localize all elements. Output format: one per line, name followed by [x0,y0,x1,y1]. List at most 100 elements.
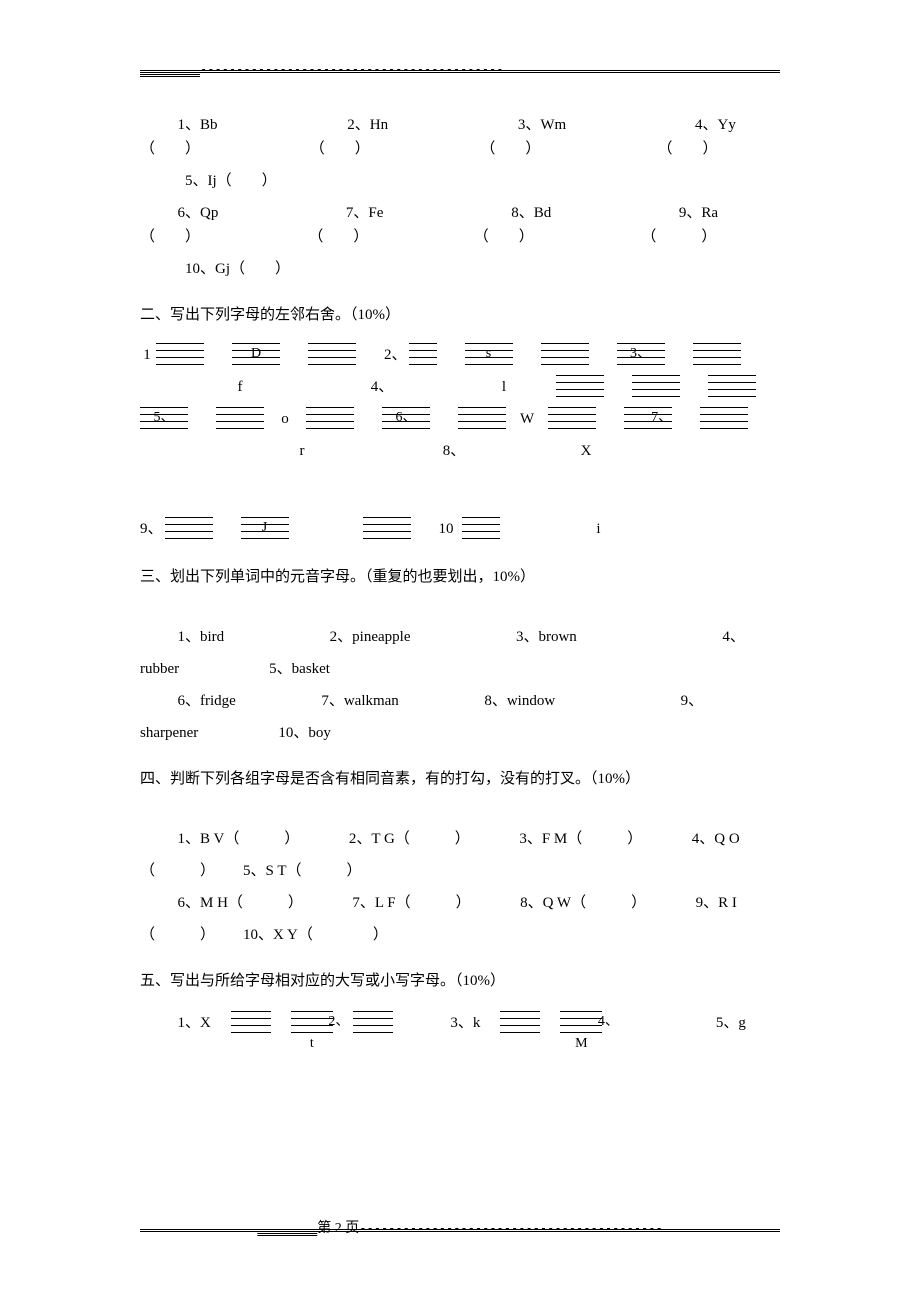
blank-box [156,343,204,367]
letter-box-J: J [241,517,289,541]
s3-w5: 5、basket [269,657,330,681]
s4-i6: 6、M H（ ） [140,891,303,915]
s4-i10: 10、X Y（ ） [243,923,388,947]
num-3: 3、 [617,343,665,365]
blank-box [556,375,604,399]
s1-i2: 2、Hn（ ） [310,113,433,161]
s4-i9b: （ ） [140,923,215,947]
blank-box [708,375,756,399]
num-8: 8、 [430,439,478,463]
s4-row1b: （ ） 5、S T（ ） [140,859,780,883]
s3-row1b: rubber 5、basket [140,657,780,681]
letter-box-6: 6、 [382,407,430,431]
neighbor-grid: 1 D 2、 s 3、 f 4、 l 5、 o [140,341,780,543]
blank-box [308,343,356,367]
s3-w4: 4、 [685,625,745,649]
num-5: 5、 [140,407,188,429]
num-7: 7、 [624,407,672,429]
blank-box: 7、 [624,407,672,431]
s4-i1: 1、B V（ ） [140,827,299,851]
num-4: 4、 [368,375,396,399]
s3-w9: 9、 [643,689,703,713]
letter-box-3: 3、 [617,343,665,367]
s3-w4b: rubber [140,657,179,681]
s3-w6: 6、fridge [140,689,236,713]
letter-f: f [216,375,264,399]
s3-w1: 1、bird [140,625,224,649]
blank-box [231,1011,271,1035]
s4-i9: 9、R I [658,891,737,915]
s5-row: 1、X 2、t 3、k 4、M 5、g [140,1011,780,1035]
s1-i6: 6、Qp（ ） [140,201,266,249]
letter-box-s: s [465,343,513,367]
blank-box [541,343,589,367]
page-number: 第 2 页 [317,1221,359,1236]
s3-w2: 2、pineapple [292,625,410,649]
blank-box [548,407,596,431]
s1-i1: 1、Bb（ ） [140,113,262,161]
s3-w8: 8、window [447,689,555,713]
letter-X: X [562,439,610,463]
s1-i4: 4、Yy（ ） [657,113,780,161]
blank-box [632,375,680,399]
letter-W: W [520,407,534,431]
blank-box [458,407,506,431]
s1-i9: 9、Ra（ ） [641,201,780,249]
s4-row2b: （ ） 10、X Y（ ） [140,923,780,947]
s4-i4b: （ ） [140,859,215,883]
letter-o: o [278,407,292,431]
footer-text: 第 2 页-----------------------------------… [140,1217,780,1237]
num-10: 10 [439,517,454,541]
s4-i2: 2、T G（ ） [311,827,469,851]
blank-box [462,517,500,541]
s3-heading: 三、划出下列单词中的元音字母。（重复的也要划出，10%） [140,565,780,589]
s4-i4: 4、Q O [654,827,739,851]
s1-i5: 5、Ij（ ） [185,173,277,189]
num-9: 9、 [140,517,163,541]
s4-heading: 四、判断下列各组字母是否含有相同音素，有的打勾，没有的打叉。（10%） [140,767,780,791]
s1-row2: 6、Qp（ ） 7、Fe（ ） 8、Bd（ ） 9、Ra（ ） [140,201,780,249]
top-rule: ----------------------------------------… [140,70,780,73]
s4-row1: 1、B V（ ） 2、T G（ ） 3、F M（ ） 4、Q O [140,827,780,851]
footer-rule: 第 2 页-----------------------------------… [140,1229,780,1232]
s4-row2: 6、M H（ ） 7、L F（ ） 8、Q W（ ） 9、R I [140,891,780,915]
s4-i7: 7、L F（ ） [315,891,471,915]
s3-row2: 6、fridge 7、walkman 8、window 9、 [140,689,780,713]
blank-box [306,407,354,431]
s1-i8: 8、Bd（ ） [474,201,600,249]
s1-i10: 10、Gj（ ） [185,261,290,277]
letter-box-D: D [232,343,280,367]
s2-heading: 二、写出下列字母的左邻右舍。（10%） [140,303,780,327]
s3-w7: 7、walkman [284,689,399,713]
footer-dashes: ----------------------------------------… [359,1221,662,1235]
s3-row2b: sharpener 10、boy [140,721,780,745]
blank-box [353,1011,393,1035]
num-6: 6、 [382,407,430,429]
dash-seq: ----------------------------------------… [200,62,503,76]
s5-i3: 3、k [413,1011,481,1035]
s1-row2b: 10、Gj（ ） [140,257,780,281]
blank-box [700,407,748,431]
letter-box-4M: 4、M [560,1011,602,1035]
blank-box [216,407,264,431]
letter-box-5: 5、 [140,407,188,431]
s3-w3: 3、brown [478,625,576,649]
s5-i5: 5、g [678,1011,746,1035]
s3-row1: 1、bird 2、pineapple 3、brown 4、 [140,625,780,649]
top-dash-line: ----------------------------------------… [140,60,503,80]
s4-i3: 3、F M（ ） [482,827,642,851]
s5-heading: 五、写出与所给字母相对应的大写或小写字母。（10%） [140,969,780,993]
letter-r: r [278,439,326,463]
s1-row1: 1、Bb（ ） 2、Hn（ ） 3、Wm（ ） 4、Yy（ ） [140,113,780,161]
blank-box [693,343,741,367]
s4-i8: 8、Q W（ ） [483,891,646,915]
s1-i7: 7、Fe（ ） [308,201,431,249]
letter-l: l [480,375,528,399]
s5-i1: 1、X [140,1011,211,1035]
num-1: 1 [140,343,154,367]
letter-i: i [592,517,606,541]
s3-w9b: sharpener [140,721,198,745]
blank-box [500,1011,540,1035]
s4-i5: 5、S T（ ） [243,859,362,883]
s3-w10: 10、boy [278,721,331,745]
